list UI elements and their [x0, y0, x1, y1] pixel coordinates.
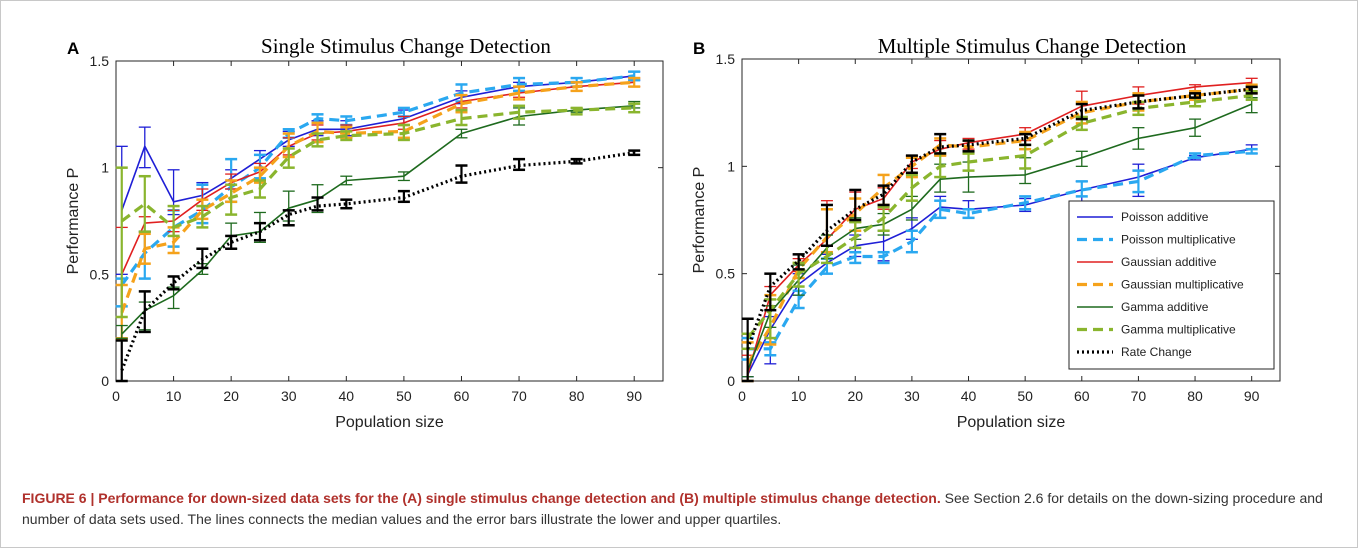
x-tick-label: 90: [1244, 388, 1260, 404]
series-line: [746, 93, 1252, 340]
x-tick-label: 0: [738, 388, 746, 404]
series-poisson-multiplicative: [741, 147, 1258, 361]
legend-entry-gaussian-multiplicative: Gaussian multiplicative: [1121, 278, 1244, 292]
x-tick-label: 80: [1187, 388, 1203, 404]
legend-entry-gaussian-additive: Gaussian additive: [1121, 255, 1217, 269]
y-axis-label: Performance P: [65, 168, 82, 275]
x-tick-label: 30: [904, 388, 920, 404]
x-tick-label: 10: [791, 388, 807, 404]
y-tick-label: 1: [101, 160, 109, 176]
x-tick-label: 60: [454, 388, 470, 404]
y-tick-label: 1: [727, 158, 735, 174]
x-tick-label: 70: [511, 388, 527, 404]
legend-entry-gamma-multiplicative: Gamma multiplicative: [1121, 323, 1236, 337]
series-line: [121, 75, 635, 211]
x-tick-label: 70: [1131, 388, 1147, 404]
panel-letter: A: [67, 39, 79, 58]
x-tick-label: 50: [396, 388, 412, 404]
caption-bold-title: FIGURE 6 | Performance for down-sized da…: [22, 490, 941, 506]
legend-entry-gamma-additive: Gamma additive: [1121, 300, 1209, 314]
x-tick-label: 40: [961, 388, 977, 404]
x-tick-label: 20: [223, 388, 239, 404]
caption-body-text: See Section 2.6 for details on the down-…: [22, 490, 1323, 527]
series-line: [121, 105, 635, 335]
series-line: [747, 149, 1252, 351]
legend-entry-rate-change: Rate Change: [1121, 345, 1192, 359]
x-tick-label: 90: [626, 388, 642, 404]
legend-box: [1068, 200, 1275, 370]
x-tick-label: 20: [847, 388, 863, 404]
x-axis-label: Population size: [335, 414, 444, 431]
chart-title: Single Stimulus Change Detection: [261, 34, 551, 58]
series-line: [120, 151, 635, 371]
x-axis-label: Population size: [957, 414, 1066, 431]
x-tick-label: 80: [569, 388, 585, 404]
series-line: [746, 87, 1252, 350]
x-tick-label: 60: [1074, 388, 1090, 404]
chart-title: Multiple Stimulus Change Detection: [878, 34, 1187, 58]
legend-entry-poisson-additive: Poisson additive: [1121, 210, 1209, 224]
series-line: [120, 106, 635, 229]
y-axis-label: Performance P: [691, 167, 708, 274]
series-line: [746, 148, 1252, 375]
x-tick-label: 10: [166, 388, 182, 404]
y-tick-label: 1.5: [716, 51, 736, 67]
x-tick-label: 40: [339, 388, 355, 404]
legend-entry-poisson-multiplicative: Poisson multiplicative: [1121, 233, 1236, 247]
y-tick-label: 0.5: [90, 266, 110, 282]
figure-caption: FIGURE 6 | Performance for down-sized da…: [22, 488, 1342, 530]
y-tick-label: 0.5: [716, 266, 736, 282]
x-tick-label: 0: [112, 388, 120, 404]
panel-letter: B: [693, 39, 705, 58]
y-tick-label: 0: [101, 373, 109, 389]
legend: Poisson additive Poisson multiplicative Ga…: [1068, 200, 1275, 370]
x-tick-label: 30: [281, 388, 297, 404]
x-tick-label: 50: [1017, 388, 1033, 404]
y-tick-label: 0: [727, 373, 735, 389]
series-rate-change: [741, 85, 1258, 383]
series-line: [746, 103, 1253, 371]
series-gamma-multiplicative: [115, 102, 641, 319]
y-tick-label: 1.5: [90, 53, 110, 69]
series-rate-change: [115, 149, 641, 383]
